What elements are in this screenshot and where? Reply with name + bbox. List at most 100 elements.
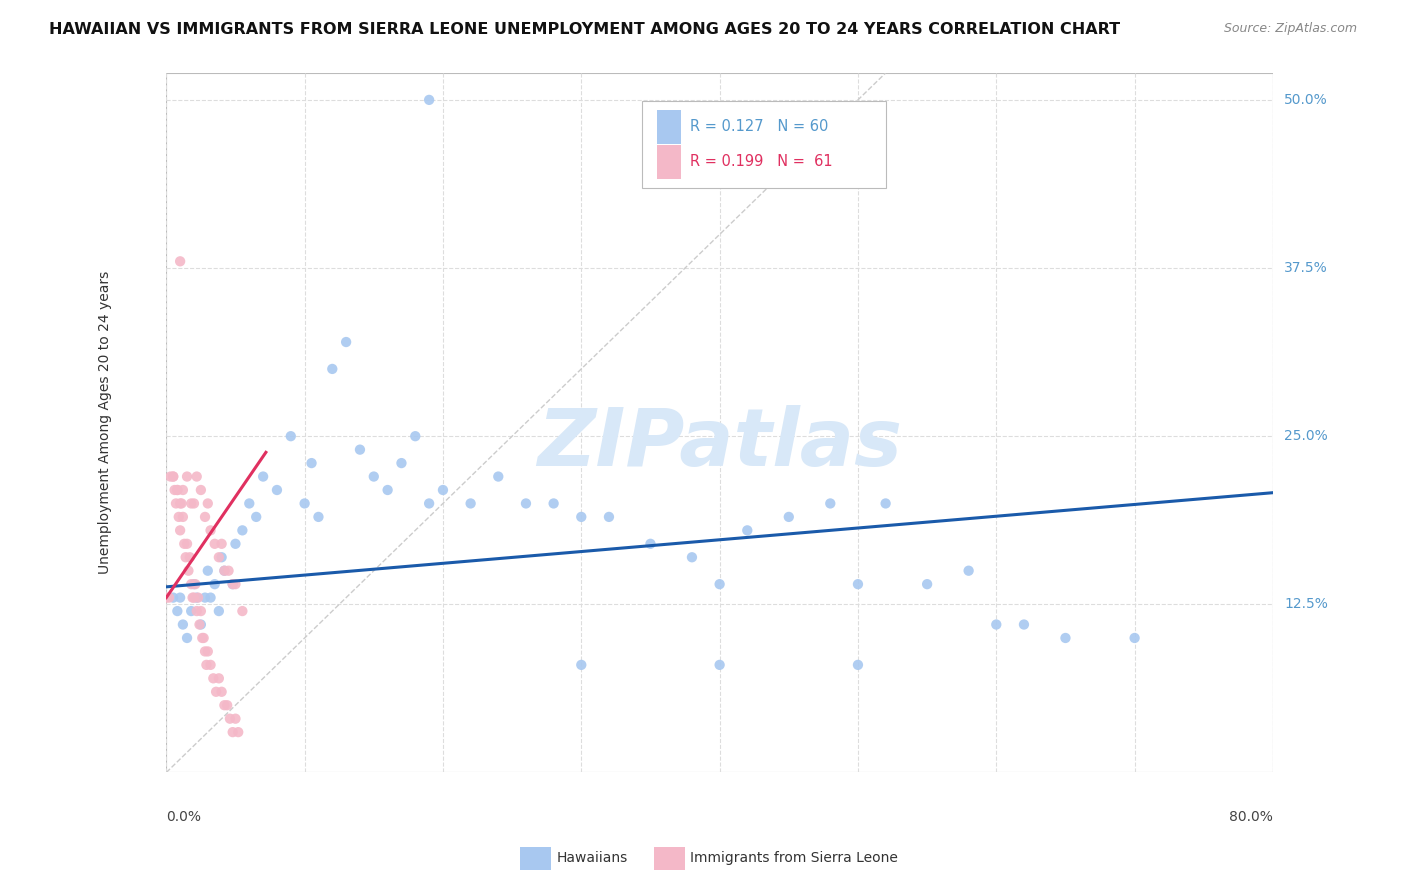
Text: 0.0%: 0.0% xyxy=(166,810,201,824)
Text: R = 0.127   N = 60: R = 0.127 N = 60 xyxy=(690,120,828,135)
Point xyxy=(211,537,233,551)
Text: Hawaiians: Hawaiians xyxy=(557,851,628,865)
Point xyxy=(190,604,212,618)
Point xyxy=(598,509,620,524)
Point xyxy=(167,509,190,524)
Point xyxy=(737,524,759,538)
Point xyxy=(245,509,267,524)
Point xyxy=(186,604,208,618)
Text: R = 0.199   N =  61: R = 0.199 N = 61 xyxy=(690,154,832,169)
Point xyxy=(162,469,184,483)
Point xyxy=(252,469,274,483)
Point xyxy=(349,442,371,457)
Point xyxy=(172,509,194,524)
Text: 12.5%: 12.5% xyxy=(1284,598,1327,611)
Point xyxy=(191,631,214,645)
Point xyxy=(157,591,180,605)
Point xyxy=(515,496,537,510)
Point xyxy=(200,524,222,538)
Point xyxy=(307,509,329,524)
Point xyxy=(183,496,205,510)
Point xyxy=(460,496,482,510)
Point xyxy=(166,483,188,497)
Text: Unemployment Among Ages 20 to 24 years: Unemployment Among Ages 20 to 24 years xyxy=(98,271,112,574)
Point xyxy=(219,712,242,726)
Point xyxy=(820,496,842,510)
Point xyxy=(875,496,897,510)
Point xyxy=(176,537,198,551)
Point xyxy=(321,362,343,376)
Point xyxy=(280,429,302,443)
Point xyxy=(184,577,207,591)
Point xyxy=(221,725,243,739)
Point xyxy=(301,456,323,470)
Point xyxy=(200,591,222,605)
Point xyxy=(180,604,202,618)
Point xyxy=(1123,631,1146,645)
FancyBboxPatch shape xyxy=(657,110,681,144)
Point xyxy=(915,577,938,591)
Point xyxy=(486,469,509,483)
Point xyxy=(335,334,357,349)
Point xyxy=(173,537,195,551)
Point xyxy=(190,483,212,497)
Point xyxy=(162,469,184,483)
Point xyxy=(205,685,228,699)
Point xyxy=(363,469,385,483)
Point xyxy=(569,509,592,524)
Point xyxy=(169,496,191,510)
Point xyxy=(208,604,231,618)
Point xyxy=(169,524,191,538)
Text: 37.5%: 37.5% xyxy=(1284,261,1327,275)
Point xyxy=(194,509,217,524)
Point xyxy=(231,604,253,618)
Point xyxy=(681,550,703,565)
Point xyxy=(197,496,219,510)
Point xyxy=(214,698,236,713)
Point xyxy=(180,577,202,591)
Point xyxy=(194,591,217,605)
Point xyxy=(172,617,194,632)
Point xyxy=(186,469,208,483)
Point xyxy=(166,604,188,618)
Text: HAWAIIAN VS IMMIGRANTS FROM SIERRA LEONE UNEMPLOYMENT AMONG AGES 20 TO 24 YEARS : HAWAIIAN VS IMMIGRANTS FROM SIERRA LEONE… xyxy=(49,22,1121,37)
Point xyxy=(709,577,731,591)
Point xyxy=(218,564,240,578)
Point xyxy=(202,671,225,685)
Point xyxy=(957,564,980,578)
Point xyxy=(159,469,181,483)
Point xyxy=(200,657,222,672)
Point xyxy=(176,631,198,645)
Point xyxy=(176,469,198,483)
Point xyxy=(224,712,246,726)
Point xyxy=(709,657,731,672)
Point xyxy=(418,496,440,510)
Point xyxy=(208,671,231,685)
Point xyxy=(214,564,236,578)
Point xyxy=(1012,617,1035,632)
Point xyxy=(432,483,454,497)
Point xyxy=(165,496,187,510)
Point xyxy=(778,509,800,524)
Text: 80.0%: 80.0% xyxy=(1229,810,1272,824)
Point xyxy=(846,577,869,591)
Point xyxy=(204,537,226,551)
Point xyxy=(224,537,246,551)
FancyBboxPatch shape xyxy=(643,101,886,188)
Point xyxy=(177,564,200,578)
Point xyxy=(217,698,239,713)
Point xyxy=(846,657,869,672)
Point xyxy=(1054,631,1077,645)
Point xyxy=(195,657,218,672)
Point xyxy=(404,429,426,443)
Point xyxy=(221,577,243,591)
Point xyxy=(169,591,191,605)
Point xyxy=(543,496,565,510)
Point xyxy=(221,577,243,591)
Point xyxy=(238,496,260,510)
Point xyxy=(377,483,399,497)
Point xyxy=(183,591,205,605)
Point xyxy=(391,456,413,470)
Point xyxy=(166,483,188,497)
Point xyxy=(226,725,249,739)
